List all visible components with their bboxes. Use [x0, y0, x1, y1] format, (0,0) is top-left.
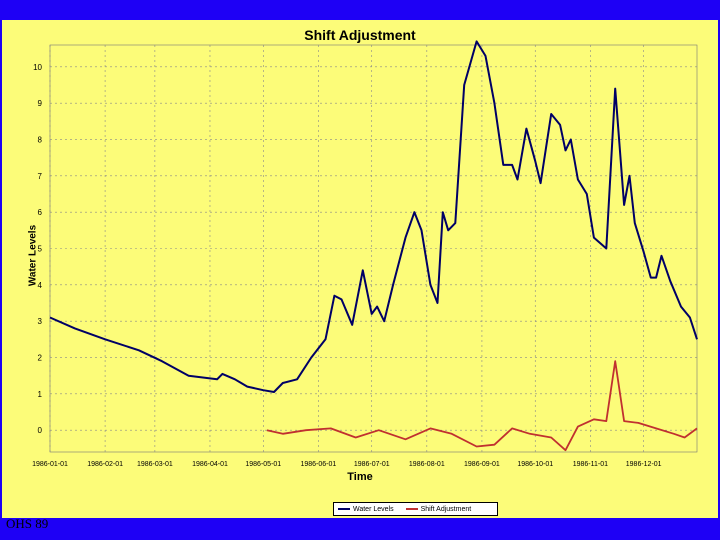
y-tick-label: 9 [38, 99, 43, 108]
y-tick-label: 5 [38, 245, 43, 254]
x-tick-label: 1986-09-01 [464, 461, 500, 468]
y-tick-label: 1 [38, 390, 43, 399]
x-tick-label: 1986-12-01 [626, 461, 662, 468]
x-tick-label: 1986-02-01 [87, 461, 123, 468]
x-tick-label: 1986-05-01 [245, 461, 281, 468]
x-tick-label: 1986-10-01 [517, 461, 553, 468]
slide-footer: OHS 89 [6, 516, 49, 531]
legend-swatch-water [338, 508, 350, 510]
series-line-shift-adjustment [266, 360, 698, 452]
y-tick-label: 3 [38, 317, 43, 326]
y-tick-label: 4 [38, 281, 43, 290]
legend-item-shift: Shift Adjustment [405, 505, 472, 513]
x-tick-label: 1986-01-01 [32, 461, 68, 468]
x-tick-label: 1986-11-01 [573, 461, 608, 468]
x-tick-label: 1986-04-01 [192, 461, 228, 468]
legend-item-water: Water Levels [338, 506, 394, 513]
x-axis-label: Time [347, 471, 373, 483]
x-tick-label: 1986-03-01 [137, 461, 173, 468]
y-tick-label: 7 [38, 172, 43, 181]
series-line-water-levels [49, 40, 698, 393]
chart-title: Shift Adjustment [304, 27, 416, 43]
legend-label-shift: Shift Adjustment [420, 505, 472, 513]
y-tick-label: 0 [38, 426, 43, 435]
legend: Water Levels Shift Adjustment [333, 502, 498, 516]
legend-label-water: Water Levels [353, 505, 394, 513]
y-tick-label: 2 [38, 354, 43, 363]
x-tick-label: 1986-07-01 [354, 461, 390, 468]
y-tick-label: 8 [38, 135, 43, 144]
x-tick-label: 1986-08-01 [409, 461, 445, 468]
y-tick-label: 10 [33, 63, 42, 72]
legend-swatch-shift [405, 508, 418, 510]
plot-area [49, 44, 698, 453]
x-tick-label: 1986-06-01 [300, 461, 336, 468]
y-tick-label: 6 [38, 208, 43, 217]
